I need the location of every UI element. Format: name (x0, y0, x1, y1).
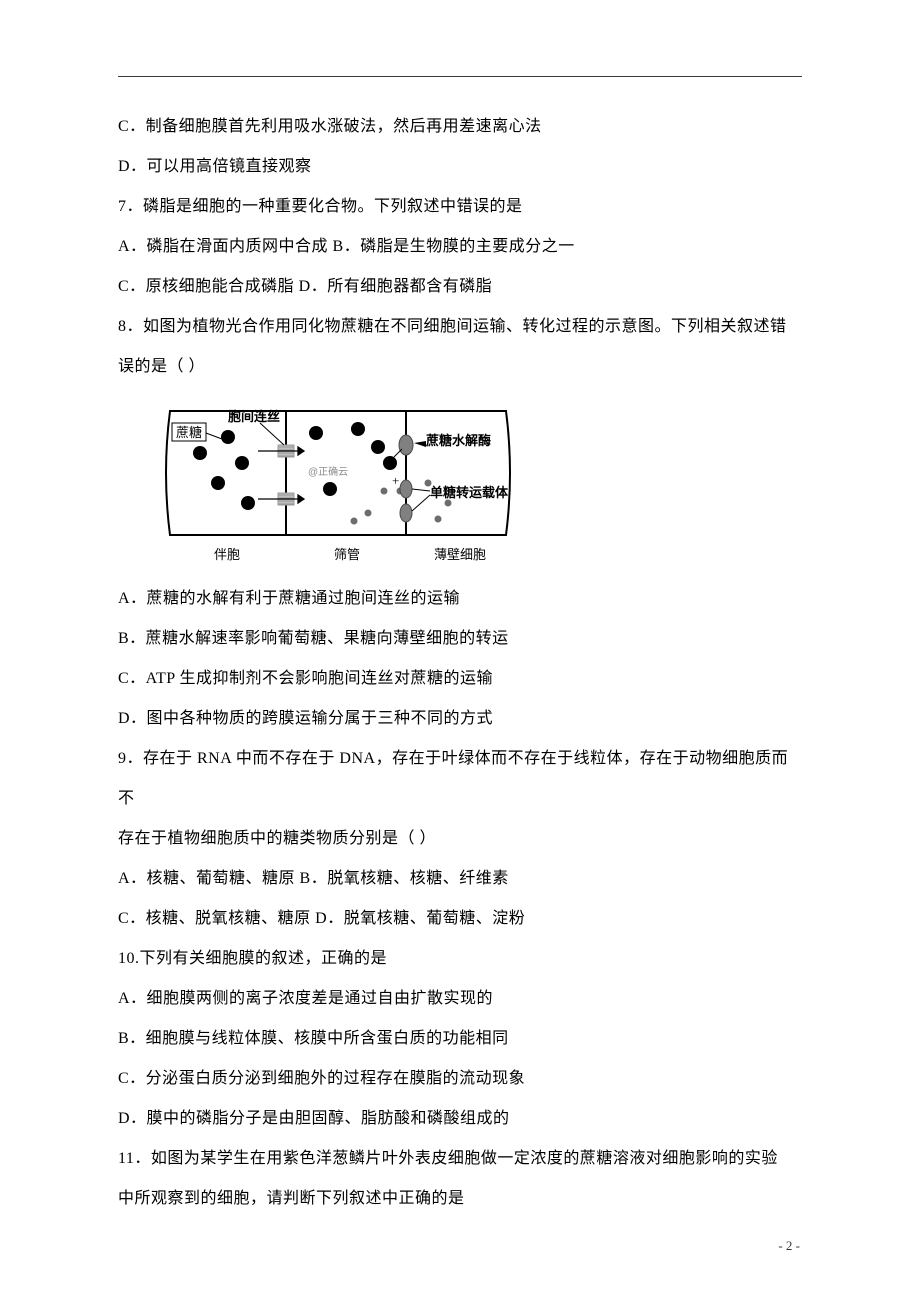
label-sucrose: 蔗糖 (176, 425, 202, 440)
label-plasmodesmata: 胞间连丝 (227, 409, 280, 424)
text-line: 存在于植物细胞质中的糖类物质分别是（ ） (118, 819, 802, 859)
label-transporter: 单糖转运载体 (430, 485, 509, 500)
text-line: D．可以用高倍镜直接观察 (118, 147, 802, 187)
text-line: B．蔗糖水解速率影响葡萄糖、果糖向薄壁细胞的转运 (118, 619, 802, 659)
question-10: 10.下列有关细胞膜的叙述，正确的是 (118, 939, 802, 979)
question-9: 9．存在于 RNA 中而不存在于 DNA，存在于叶绿体而不存在于线粒体，存在于动… (118, 739, 802, 819)
text-line: A．磷脂在滑面内质网中合成 B．磷脂是生物膜的主要成分之一 (118, 227, 802, 267)
text-line: A．核糖、葡萄糖、糖原 B．脱氧核糖、核糖、纤维素 (118, 859, 802, 899)
text-line: 中所观察到的细胞，请判断下列叙述中正确的是 (118, 1179, 802, 1219)
text-line: D．图中各种物质的跨膜运输分属于三种不同的方式 (118, 699, 802, 739)
text-line: 误的是（ ） (118, 347, 802, 387)
text-line: A．蔗糖的水解有利于蔗糖通过胞间连丝的运输 (118, 579, 802, 619)
text-line: C．制备细胞膜首先利用吸水涨破法，然后再用差速离心法 (118, 107, 802, 147)
label-sieve-tube: 筛管 (334, 547, 360, 562)
text-line: B．细胞膜与线粒体膜、核膜中所含蛋白质的功能相同 (118, 1019, 802, 1059)
svg-text:+: + (392, 473, 399, 488)
label-companion-cell: 伴胞 (214, 547, 240, 562)
label-enzyme: 蔗糖水解酶 (425, 433, 491, 448)
text-line: C．核糖、脱氧核糖、糖原 D．脱氧核糖、葡萄糖、淀粉 (118, 899, 802, 939)
text-line: C．分泌蛋白质分泌到细胞外的过程存在膜脂的流动现象 (118, 1059, 802, 1099)
text-line: C．原核细胞能合成磷脂 D．所有细胞器都含有磷脂 (118, 267, 802, 307)
question-7: 7．磷脂是细胞的一种重要化合物。下列叙述中错误的是 (118, 187, 802, 227)
text-line: D．膜中的磷脂分子是由胆固醇、脂肪酸和磷酸组成的 (118, 1099, 802, 1139)
question-11: 11．如图为某学生在用紫色洋葱鳞片叶外表皮细胞做一定浓度的蔗糖溶液对细胞影响的实… (118, 1139, 802, 1179)
q8-diagram: + 蔗糖 胞间连丝 (158, 393, 802, 573)
page-number: - 2 - (778, 1238, 800, 1254)
text-line: C．ATP 生成抑制剂不会影响胞间连丝对蔗糖的运输 (118, 659, 802, 699)
label-parenchyma: 薄壁细胞 (434, 547, 486, 562)
question-8: 8．如图为植物光合作用同化物蔗糖在不同细胞间运输、转化过程的示意图。下列相关叙述… (118, 307, 802, 347)
header-rule (118, 76, 802, 77)
document-page: C．制备细胞膜首先利用吸水涨破法，然后再用差速离心法 D．可以用高倍镜直接观察 … (0, 0, 920, 1302)
watermark-text: @正确云 (308, 465, 348, 478)
text-line: A．细胞膜两侧的离子浓度差是通过自由扩散实现的 (118, 979, 802, 1019)
